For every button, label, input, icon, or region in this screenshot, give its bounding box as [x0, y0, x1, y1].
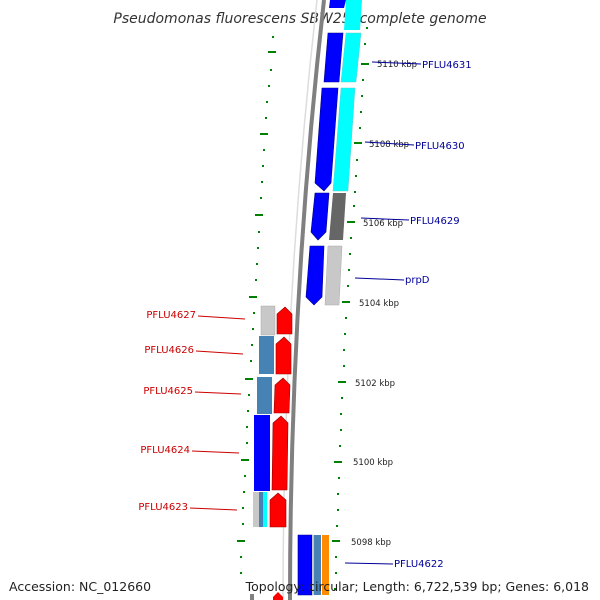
- gene-PFLU4630-arrow: [314, 87, 339, 192]
- tick-label-5102: 5102 kbp: [355, 379, 395, 389]
- gene-bottom-stub: [273, 592, 283, 600]
- gene-label-prpD: prpD: [405, 275, 430, 286]
- forward-strand-category-bands: [253, 305, 276, 527]
- gene-PFLU4631-arrow: [323, 32, 344, 83]
- gene-PFLU4625-arrow: [273, 377, 291, 414]
- orange-band-4622: [322, 535, 329, 595]
- blue-band-4624: [254, 415, 270, 491]
- cyan-band-top: [344, 0, 362, 30]
- reverse-strand-category-bands: [312, 0, 362, 595]
- gene-label-PFLU4625: PFLU4625: [143, 386, 193, 397]
- gene-PFLU4627-arrow: [276, 306, 293, 335]
- gene-label-PFLU4627: PFLU4627: [146, 310, 196, 321]
- gene-label-PFLU4623: PFLU4623: [138, 502, 188, 513]
- gene-label-PFLU4629: PFLU4629: [410, 216, 460, 227]
- cyan-band-4630: [332, 87, 356, 192]
- grey-band-prpD: [324, 245, 343, 306]
- steel-band-4622: [314, 535, 321, 595]
- right-leader-lines: [344, 61, 422, 565]
- inner-tick-ring: [332, 27, 369, 590]
- tick-label-5108: 5108 kbp: [369, 140, 409, 150]
- grey-band-4623: [253, 492, 260, 527]
- gene-label-PFLU4622: PFLU4622: [394, 559, 444, 570]
- tick-label-5100: 5100 kbp: [353, 458, 393, 468]
- gene-PFLU4624-arrow: [271, 415, 289, 491]
- gene-label-PFLU4631: PFLU4631: [422, 60, 472, 71]
- gene-label-PFLU4626: PFLU4626: [144, 345, 194, 356]
- outer-tick-ring: [237, 36, 276, 574]
- topology-text: Topology: circular; Length: 6,722,539 bp…: [245, 579, 589, 594]
- steel-band-4623: [259, 492, 264, 527]
- tick-label-5106: 5106 kbp: [363, 219, 403, 229]
- tick-labels: 5110 kbp 5108 kbp 5106 kbp 5104 kbp 5102…: [351, 60, 417, 548]
- genome-backbone: [288, 0, 326, 600]
- cyan-band-4623: [263, 492, 267, 527]
- darkgrey-band-4629: [329, 193, 346, 240]
- gene-PFLU4629-arrow: [310, 192, 330, 241]
- right-gene-labels: PFLU4631 PFLU4630 PFLU4629 prpD PFLU4622: [394, 60, 472, 570]
- gene-prpD-arrow: [305, 245, 325, 306]
- gene-PFLU4626-arrow: [275, 336, 292, 375]
- gene-label-PFLU4624: PFLU4624: [140, 445, 190, 456]
- steel-band-4626: [259, 336, 274, 374]
- left-leader-lines: [189, 315, 246, 511]
- grey-band-4627: [260, 305, 276, 336]
- accession-text: Accession: NC_012660: [9, 579, 152, 594]
- gene-top-stub: [329, 0, 346, 8]
- gene-label-PFLU4630: PFLU4630: [415, 141, 465, 152]
- reverse-strand-genes: [297, 0, 346, 596]
- tick-label-5098: 5098 kbp: [351, 538, 391, 548]
- genome-title: Pseudomonas fluorescens SBW25, complete …: [113, 11, 486, 27]
- left-gene-labels: PFLU4627 PFLU4626 PFLU4625 PFLU4624 PFLU…: [138, 310, 196, 513]
- cyan-band-4631: [340, 32, 362, 83]
- steel-band-4625: [257, 377, 272, 414]
- tick-label-5110: 5110 kbp: [377, 60, 417, 70]
- gene-PFLU4623-arrow: [269, 492, 287, 528]
- forward-strand-genes: [269, 306, 293, 600]
- light-band-4622: [312, 535, 314, 595]
- tick-label-5104: 5104 kbp: [359, 299, 399, 309]
